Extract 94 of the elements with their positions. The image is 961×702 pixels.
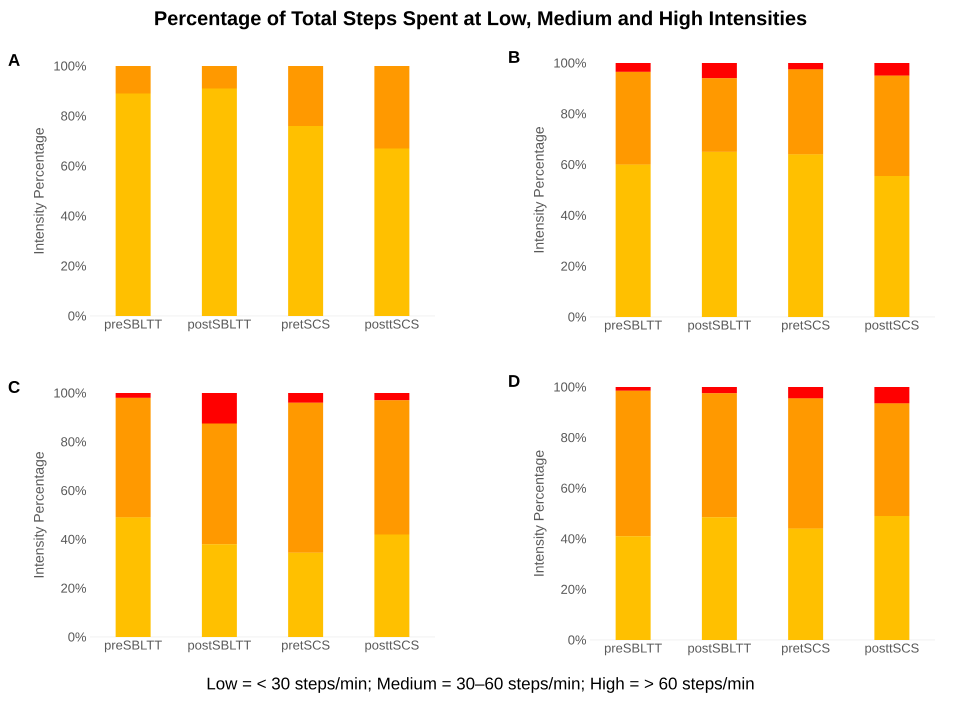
bar — [116, 392, 151, 398]
y-tick-label: 40% — [560, 210, 586, 220]
bar — [374, 400, 410, 535]
chart-title: D — [509, 375, 520, 387]
bar — [874, 176, 910, 317]
bar — [288, 392, 324, 403]
y-tick-label: 0% — [68, 311, 86, 321]
x-tick-label: postSBLTT — [688, 320, 751, 332]
x-tick-label: pretSCS — [782, 644, 830, 656]
x-tick-label: posttSCS — [865, 644, 919, 656]
y-tick-label: 80% — [561, 109, 586, 118]
bar — [874, 76, 910, 176]
bar — [374, 392, 410, 400]
bar — [288, 126, 324, 316]
bar — [616, 62, 651, 72]
y-tick-label: 0% — [568, 312, 586, 322]
bar — [374, 66, 410, 148]
bar — [202, 392, 237, 424]
y-axis-title: Intensity Percentage — [534, 127, 547, 252]
x-tick-label: posttSCS — [365, 320, 419, 332]
x-tick-label: pretSCS — [282, 320, 330, 332]
bar — [616, 72, 651, 165]
y-tick-label: 60% — [561, 484, 586, 493]
x-tick-label: postSBLTT — [188, 320, 251, 332]
bar — [202, 88, 237, 316]
y-tick-label: 40% — [60, 534, 86, 544]
bar — [788, 69, 824, 154]
bar — [702, 386, 737, 394]
chart-title: B — [509, 51, 520, 63]
bar — [788, 62, 824, 70]
bar — [874, 516, 910, 640]
bar — [116, 93, 151, 316]
y-axis-title: Intensity Percentage — [534, 450, 547, 576]
bar — [288, 66, 324, 126]
x-tick-label: preSBLTT — [104, 320, 162, 332]
bar — [702, 78, 737, 152]
y-tick-label: 20% — [61, 584, 86, 593]
bar — [116, 66, 151, 94]
x-tick-label: preSBLTT — [604, 320, 662, 332]
bar — [702, 517, 737, 640]
bar — [788, 528, 824, 640]
bar — [202, 66, 237, 88]
x-tick-label: postSBLTT — [188, 640, 251, 652]
y-tick-label: 100% — [554, 382, 586, 392]
bar — [288, 402, 324, 553]
bar — [874, 403, 910, 516]
y-tick-label: 0% — [68, 632, 86, 642]
bar — [288, 552, 324, 637]
y-tick-label: 60% — [61, 486, 86, 496]
bar — [374, 148, 410, 316]
bar — [202, 544, 237, 637]
bar — [616, 536, 651, 640]
y-tick-label: 60% — [561, 160, 586, 170]
x-tick-label: preSBLTT — [604, 644, 662, 656]
y-tick-label: 80% — [61, 111, 86, 121]
chart-title: C — [8, 381, 20, 394]
bar — [702, 62, 737, 78]
bar — [616, 164, 651, 317]
y-tick-label: 40% — [560, 534, 586, 544]
x-tick-label: preSBLTT — [104, 640, 162, 652]
bar — [788, 154, 824, 317]
y-axis-title: Intensity Percentage — [34, 128, 47, 254]
bar — [374, 534, 410, 637]
y-tick-label: 80% — [61, 437, 86, 446]
bar — [702, 152, 737, 317]
x-tick-label: postSBLTT — [688, 644, 751, 656]
y-tick-label: 0% — [568, 635, 586, 645]
bar — [116, 398, 151, 518]
y-tick-label: 100% — [54, 61, 86, 71]
x-tick-label: posttSCS — [865, 320, 919, 332]
text: Percentage of Total Steps Spent at Low, Medium and High Intensities — [155, 10, 806, 30]
bar — [202, 423, 237, 544]
bar — [616, 386, 651, 391]
bar — [116, 517, 151, 637]
bar — [874, 62, 910, 76]
y-tick-label: 40% — [60, 211, 86, 221]
y-tick-label: 20% — [61, 261, 86, 271]
x-tick-label: pretSCS — [782, 320, 830, 332]
bar — [788, 398, 824, 529]
y-tick-label: 20% — [561, 262, 586, 271]
y-tick-label: 60% — [61, 161, 86, 171]
y-tick-label: 100% — [54, 388, 86, 398]
x-tick-label: pretSCS — [282, 640, 330, 652]
bar — [702, 393, 737, 518]
y-tick-label: 20% — [561, 584, 586, 594]
y-tick-label: 80% — [561, 432, 586, 442]
x-tick-label: posttSCS — [365, 640, 419, 652]
text: Low = < 30 steps/min; Medium = 30–60 steps/min; High = > 60 steps/min — [208, 677, 754, 693]
bar — [874, 386, 910, 404]
y-tick-label: 100% — [554, 58, 586, 68]
y-axis-title: Intensity Percentage — [34, 452, 47, 578]
bar — [616, 390, 651, 536]
chart-title: A — [8, 54, 20, 66]
bar — [788, 386, 824, 398]
